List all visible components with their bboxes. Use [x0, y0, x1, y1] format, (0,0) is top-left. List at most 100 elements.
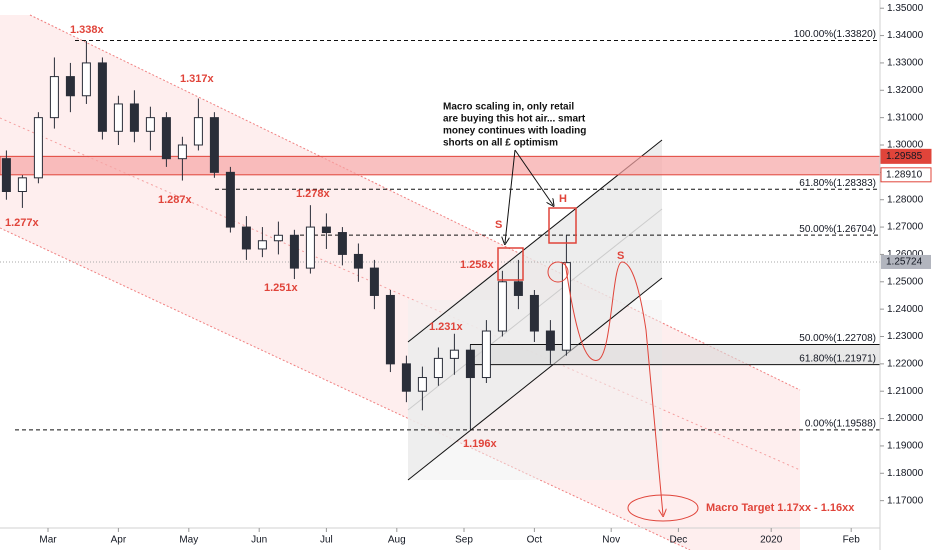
x-tick-label: Sep	[455, 535, 473, 546]
x-tick-label: May	[179, 535, 198, 546]
candle-body	[49, 76, 59, 119]
price-tag	[881, 254, 931, 269]
pattern-label: H	[559, 193, 567, 205]
projection-path	[564, 261, 663, 515]
peak-label: 1.338x	[70, 24, 105, 36]
candle-body	[369, 267, 379, 296]
peak-label: 1.287x	[158, 194, 193, 206]
note-line: are buying this hot air... smart	[443, 114, 586, 125]
candle-body	[433, 357, 443, 379]
y-tick-label: 1.26000	[887, 249, 924, 260]
note-arrow	[514, 149, 553, 205]
candle-body	[465, 349, 475, 379]
candle-body	[337, 232, 347, 255]
peak-label: 1.278x	[296, 188, 331, 200]
candle-body	[225, 171, 235, 228]
note-line: Macro scaling in, only retail	[443, 102, 574, 113]
candle-body	[193, 117, 203, 146]
channel-line	[0, 227, 691, 550]
peak-label: 1.277x	[5, 217, 40, 229]
candle-body	[385, 294, 395, 365]
candle-body	[145, 117, 155, 132]
fib-label: 61.80%(1.28383)	[799, 178, 876, 189]
shoulder-box	[497, 247, 524, 281]
candle-body	[545, 330, 555, 351]
y-tick-label: 1.22000	[887, 358, 924, 369]
candle-body	[33, 117, 43, 179]
candle-body	[513, 281, 523, 296]
y-tick-label: 1.19000	[887, 441, 924, 452]
candle-body	[401, 363, 411, 392]
candle-body	[449, 349, 459, 359]
pattern-label: S	[617, 250, 624, 262]
y-tick-label: 1.31000	[887, 112, 924, 123]
channel-line	[0, 117, 801, 471]
y-tick-label: 1.24000	[887, 304, 924, 315]
note-arrow	[505, 149, 516, 243]
y-tick-label: 1.23000	[887, 331, 924, 342]
x-tick-label: Oct	[527, 535, 543, 546]
candle-body	[209, 117, 219, 173]
target-ellipse	[627, 494, 699, 522]
candle-body	[257, 240, 267, 250]
candle-body	[1, 158, 11, 193]
fib-label: 50.00%(1.22708)	[799, 333, 876, 344]
candle-body	[417, 377, 427, 392]
candle-body	[321, 226, 331, 234]
x-tick-label: 2020	[760, 535, 783, 546]
x-tick-label: Jun	[251, 535, 267, 546]
candle-body	[353, 253, 363, 269]
annotations: 1.338x 1.317x 1.287x 1.277x 1.278x 1.251…	[5, 24, 876, 522]
y-tick-label: 1.17000	[887, 495, 924, 506]
y-tick-label: 1.30000	[887, 140, 924, 151]
peak-label: 1.317x	[180, 73, 215, 85]
channel-line	[29, 14, 801, 391]
y-tick-label: 1.21000	[887, 386, 924, 397]
x-tick-label: Feb	[843, 535, 861, 546]
x-tick-label: Apr	[111, 535, 127, 546]
peak-label: 1.231x	[429, 321, 464, 333]
head-box	[548, 207, 577, 244]
pattern-label: S	[495, 219, 502, 231]
y-tick-label: 1.20000	[887, 413, 924, 424]
candle-body	[161, 117, 171, 160]
candle-body	[241, 226, 251, 250]
descending-channel	[0, 15, 800, 550]
x-tick-label: Mar	[39, 535, 57, 546]
fib-label: 0.00%(1.19588)	[805, 418, 876, 429]
supply-zone	[0, 155, 881, 176]
candles	[1, 41, 571, 430]
candle-body	[273, 234, 283, 242]
candle-body	[529, 294, 539, 332]
y-tick-label: 1.25000	[887, 276, 924, 287]
price-tag-label: 1.28910	[886, 169, 923, 180]
note-line: shorts on all £ optimism	[443, 138, 558, 149]
x-tick-label: Nov	[602, 535, 620, 546]
circle-mark	[547, 261, 569, 283]
fib-label: 50.00%(1.26704)	[799, 224, 876, 235]
candle-body	[497, 281, 507, 332]
candle-body	[177, 144, 187, 160]
y-tick-label: 1.28000	[887, 194, 924, 205]
price-tag	[880, 148, 932, 164]
retracement-band	[470, 344, 880, 365]
y-tick-label: 1.35000	[887, 3, 924, 14]
target-label: Macro Target 1.17xx - 1.16xx	[706, 502, 855, 514]
channel-line	[407, 277, 663, 481]
y-tick-label: 1.27000	[887, 222, 924, 233]
candle-body	[113, 103, 123, 132]
y-tick-label: 1.32000	[887, 85, 924, 96]
candle-body	[65, 76, 75, 97]
x-tick-label: Aug	[388, 535, 406, 546]
fib-label: 100.00%(1.33820)	[794, 29, 876, 40]
price-tag	[880, 167, 932, 183]
y-tick-label: 1.18000	[887, 468, 924, 479]
candle-body	[81, 62, 91, 97]
x-tick-label: Dec	[670, 535, 688, 546]
price-tag-label: 1.29585	[886, 151, 923, 162]
y-tick-label: 1.33000	[887, 58, 924, 69]
background-drawings	[0, 14, 881, 550]
candle-body	[97, 62, 107, 132]
candle-body	[129, 103, 139, 132]
